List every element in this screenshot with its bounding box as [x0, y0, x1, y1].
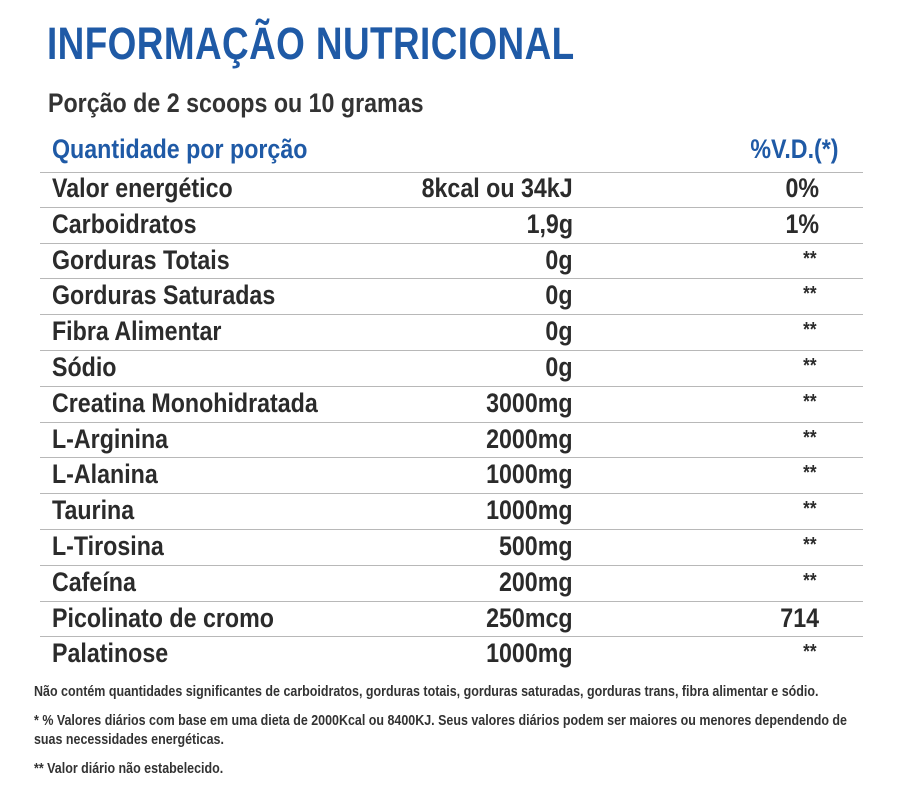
- nutrient-quantity: 3000mg: [486, 387, 573, 418]
- table-row: Creatina Monohidratada 3000mg **: [40, 387, 863, 423]
- footnote-not-established: ** Valor diário não estabelecido.: [34, 761, 224, 777]
- table-row: Palatinose 1000mg **: [40, 637, 863, 673]
- nutrient-vd: **: [803, 462, 817, 485]
- footnote-daily-values: * % Valores diários com base em uma diet…: [34, 713, 847, 748]
- nutrient-vd: **: [803, 283, 817, 306]
- footnote-not-significant: Não contém quantidades significantes de …: [34, 684, 819, 700]
- nutrient-quantity: 1000mg: [486, 638, 573, 669]
- footnotes: Não contém quantidades significantes de …: [34, 683, 874, 789]
- nutrient-name: Carboidratos: [52, 208, 197, 239]
- nutrient-name: Taurina: [52, 495, 135, 526]
- table-row: Carboidratos 1,9g 1%: [40, 208, 863, 244]
- table-row: L-Arginina 2000mg **: [40, 423, 863, 459]
- nutrient-name: Palatinose: [52, 638, 169, 669]
- table-row: Cafeína 200mg **: [40, 566, 863, 602]
- nutrient-name: Gorduras Saturadas: [52, 280, 276, 311]
- nutrient-quantity: 0g: [545, 316, 573, 347]
- nutrient-vd: 1%: [785, 208, 819, 239]
- nutrient-vd: **: [803, 569, 817, 592]
- nutrient-name: Sódio: [52, 351, 117, 382]
- nutrient-vd: **: [803, 426, 817, 449]
- nutrient-vd: **: [803, 533, 817, 556]
- table-row: Taurina 1000mg **: [40, 494, 863, 530]
- nutrient-vd: **: [803, 319, 817, 342]
- nutrient-quantity: 250mcg: [486, 602, 573, 633]
- nutrient-name: Creatina Monohidratada: [52, 387, 318, 418]
- portion-text: Porção de 2 scoops ou 10 gramas: [48, 88, 424, 118]
- nutrient-name: Gorduras Totais: [52, 244, 230, 275]
- nutrient-quantity: 8kcal ou 34kJ: [421, 173, 573, 203]
- nutrient-quantity: 1000mg: [486, 495, 573, 526]
- nutrient-name: Cafeína: [52, 566, 136, 597]
- table-row: Gorduras Totais 0g **: [40, 244, 863, 280]
- header-vd: %V.D.(*): [750, 134, 839, 164]
- table-row: L-Tirosina 500mg **: [40, 530, 863, 566]
- nutrient-name: Fibra Alimentar: [52, 316, 222, 347]
- nutrient-vd: **: [803, 247, 817, 270]
- nutrient-quantity: 500mg: [499, 530, 573, 561]
- nutrient-vd: **: [803, 354, 817, 377]
- nutrient-quantity: 1,9g: [526, 208, 573, 239]
- nutrient-quantity: 200mg: [499, 566, 573, 597]
- table-row: Gorduras Saturadas 0g **: [40, 279, 863, 316]
- table-header: Quantidade por porção %V.D.(*): [40, 132, 863, 173]
- nutrient-vd: 0%: [785, 173, 819, 203]
- header-quantity: Quantidade por porção: [52, 134, 308, 164]
- nutrient-name: L-Arginina: [52, 423, 169, 454]
- nutrient-name: L-Tirosina: [52, 530, 164, 561]
- table-row: L-Alanina 1000mg **: [40, 458, 863, 495]
- nutrient-quantity: 0g: [545, 351, 573, 382]
- nutrition-table: Valor energético 8kcal ou 34kJ 0% Carboidra…: [40, 172, 863, 673]
- nutrient-quantity: 0g: [545, 280, 573, 311]
- page-title: INFORMAÇÃO NUTRICIONAL: [47, 18, 575, 69]
- table-row: Picolinato de cromo 250mcg 714: [40, 602, 863, 638]
- nutrient-vd: **: [803, 498, 817, 521]
- table-row: Valor energético 8kcal ou 34kJ 0%: [40, 172, 863, 208]
- nutrient-vd: **: [803, 390, 817, 413]
- table-row: Sódio 0g **: [40, 351, 863, 387]
- nutrient-vd: **: [803, 641, 817, 664]
- nutrient-vd: 714: [780, 602, 819, 633]
- nutrient-quantity: 1000mg: [486, 459, 573, 490]
- table-row: Fibra Alimentar 0g **: [40, 315, 863, 351]
- nutrient-name: Picolinato de cromo: [52, 602, 274, 633]
- nutrient-name: L-Alanina: [52, 459, 158, 490]
- nutrient-name: Valor energético: [52, 173, 233, 203]
- nutrient-quantity: 0g: [545, 244, 573, 275]
- nutrient-quantity: 2000mg: [486, 423, 573, 454]
